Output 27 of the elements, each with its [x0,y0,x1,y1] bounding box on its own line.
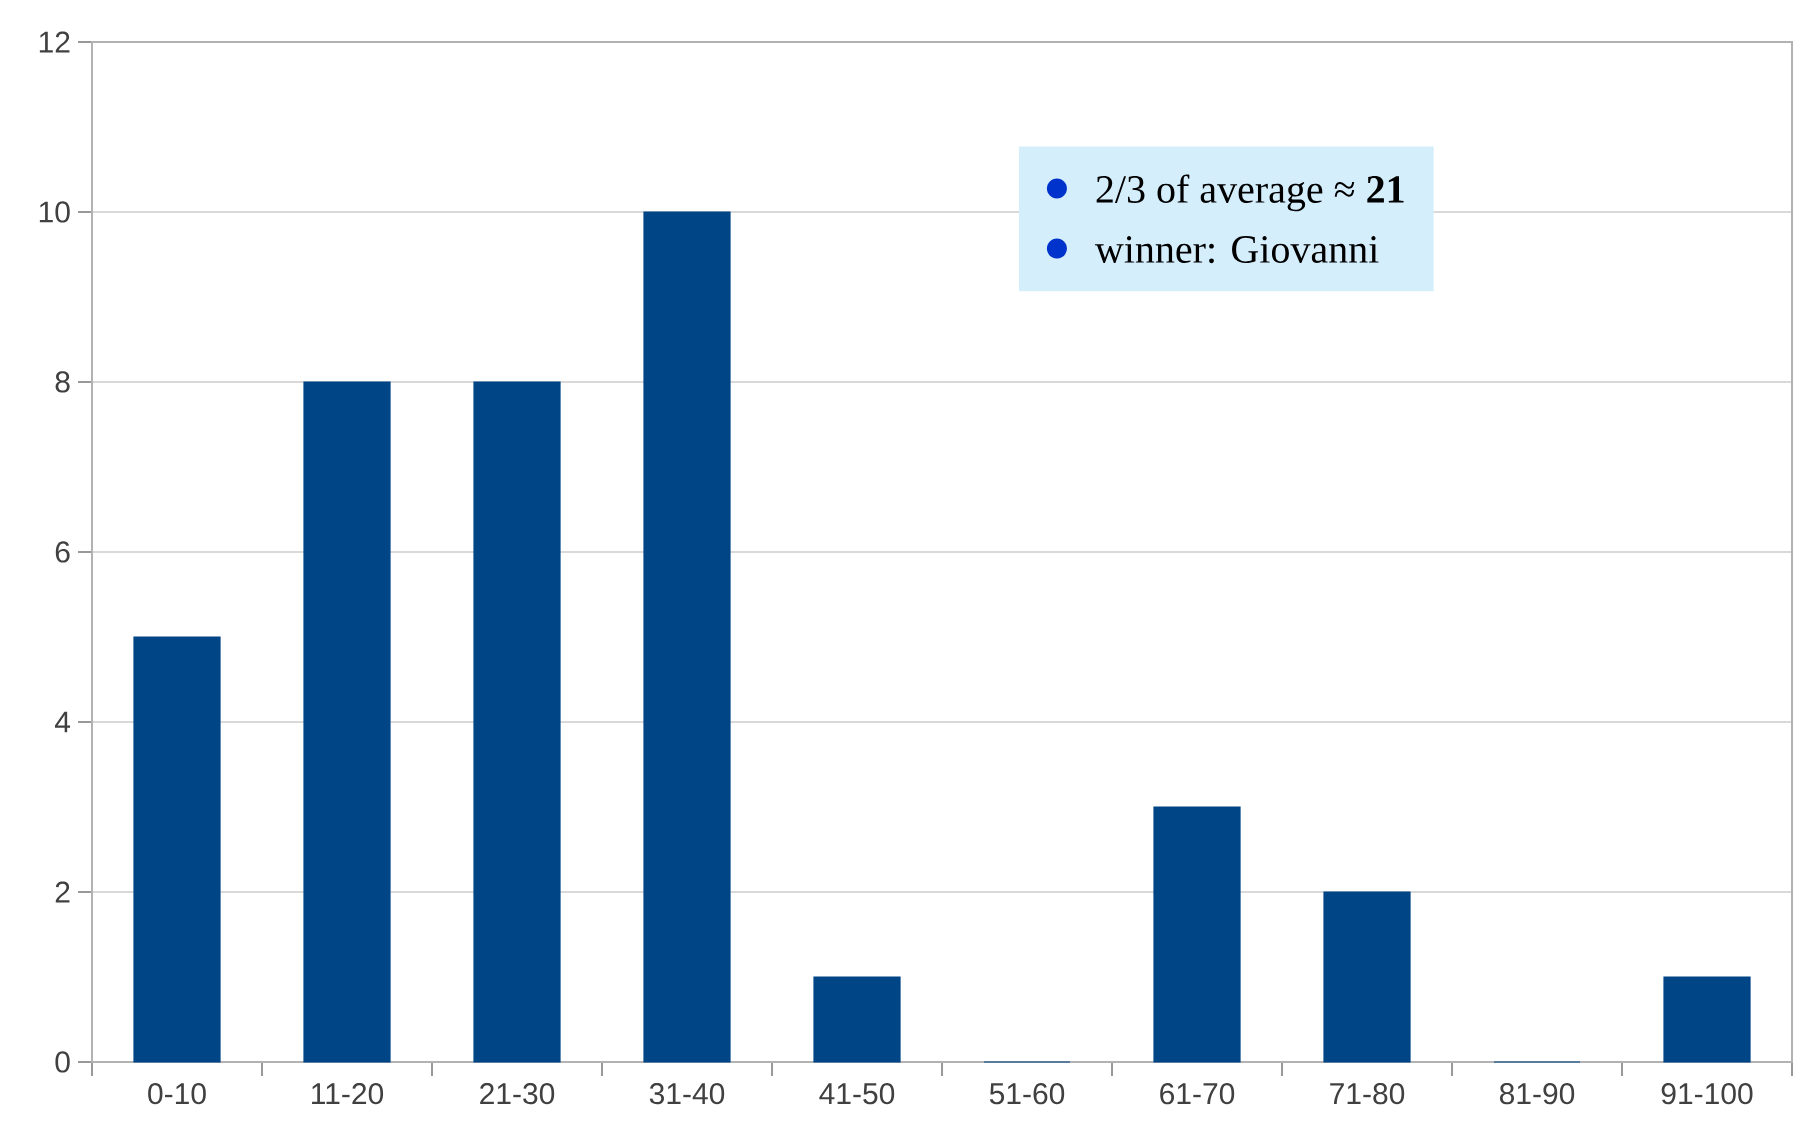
y-tick-label: 12 [39,31,70,53]
x-tick-label: 51-60 [989,1083,1065,1105]
bar [643,211,731,1063]
x-tick-label: 0-10 [148,1083,206,1105]
bar [473,381,561,1063]
x-tick-label: 31-40 [649,1083,725,1105]
annotation: 2/3 of average ≈ 21 [1096,174,1404,212]
y-tick-label: 4 [54,711,71,733]
y-tick-label: 6 [55,541,70,563]
bar [1153,806,1241,1063]
x-tick-label: 41-50 [819,1083,895,1105]
bar [133,636,221,1063]
bar [1663,976,1751,1063]
x-tick-label: 61-70 [1160,1083,1235,1105]
bar [303,381,391,1063]
x-tick-label: 11-20 [312,1083,384,1105]
x-tick-label: 71-80 [1330,1083,1405,1105]
x-tick-label: 81-90 [1499,1083,1575,1105]
y-tick-label: 10 [39,201,70,223]
y-tick-label: 0 [55,1051,70,1073]
y-tick-label: 8 [55,371,70,393]
bar [813,976,901,1063]
x-tick-label: 21-30 [480,1083,555,1105]
y-tick-label: 2 [55,881,70,903]
x-tick-label: 91-100 [1661,1083,1753,1105]
bar [1323,891,1411,1063]
annotation: winner: Giovanni [1094,236,1379,264]
